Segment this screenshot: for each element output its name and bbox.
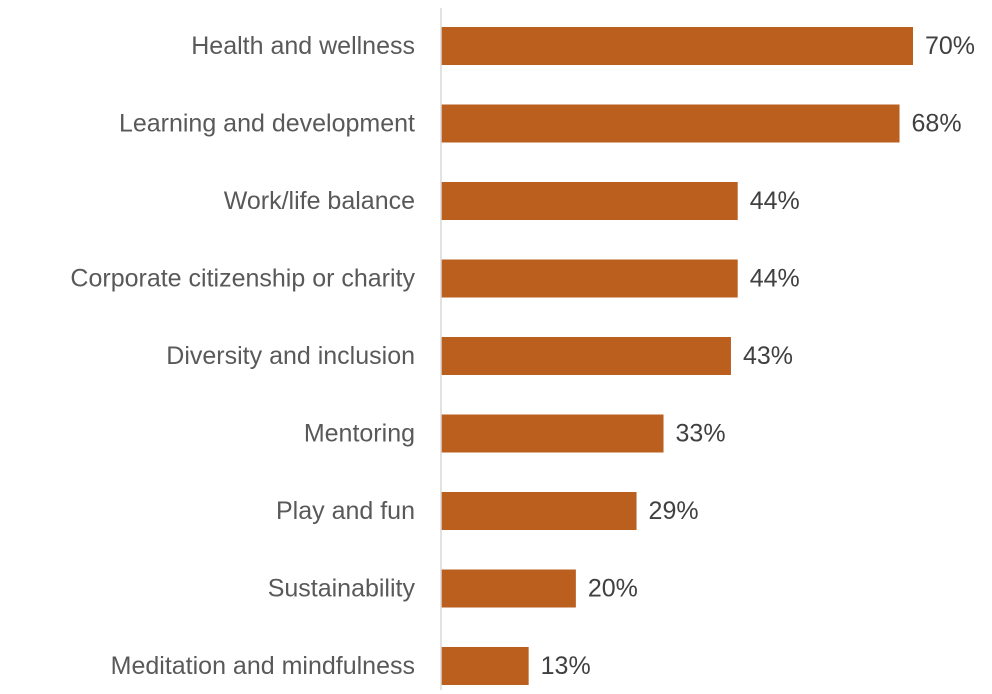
- bar-4: [441, 337, 731, 375]
- category-label: Sustainability: [268, 575, 416, 603]
- bar-0: [441, 27, 914, 65]
- category-label: Health and wellness: [191, 32, 415, 60]
- value-label: 44%: [750, 265, 800, 293]
- bar-6: [441, 492, 637, 530]
- value-label: 44%: [750, 187, 800, 215]
- value-label: 70%: [925, 32, 975, 60]
- value-label: 13%: [541, 652, 591, 680]
- bar-3: [441, 259, 738, 298]
- category-label: Play and fun: [276, 497, 415, 525]
- category-label: Work/life balance: [224, 187, 415, 215]
- value-label: 29%: [649, 497, 699, 525]
- bar-5: [441, 414, 664, 453]
- category-label: Mentoring: [304, 420, 415, 448]
- value-label: 20%: [588, 575, 638, 603]
- bar-8: [441, 647, 529, 685]
- category-label: Diversity and inclusion: [166, 342, 415, 370]
- value-label: 43%: [743, 342, 793, 370]
- value-label: 68%: [912, 110, 962, 138]
- category-labels: Health and wellness Learning and developm…: [70, 32, 415, 680]
- category-label: Corporate citizenship or charity: [70, 265, 415, 293]
- bar-2: [441, 182, 738, 220]
- value-label: 33%: [676, 420, 726, 448]
- bar-7: [441, 569, 576, 608]
- category-label: Learning and development: [119, 110, 415, 138]
- value-labels: 70% 68% 44% 44% 43% 33% 29% 20% 13%: [541, 32, 975, 680]
- bar-1: [441, 104, 900, 143]
- category-label: Meditation and mindfulness: [111, 652, 415, 680]
- bars-layer: [441, 27, 914, 685]
